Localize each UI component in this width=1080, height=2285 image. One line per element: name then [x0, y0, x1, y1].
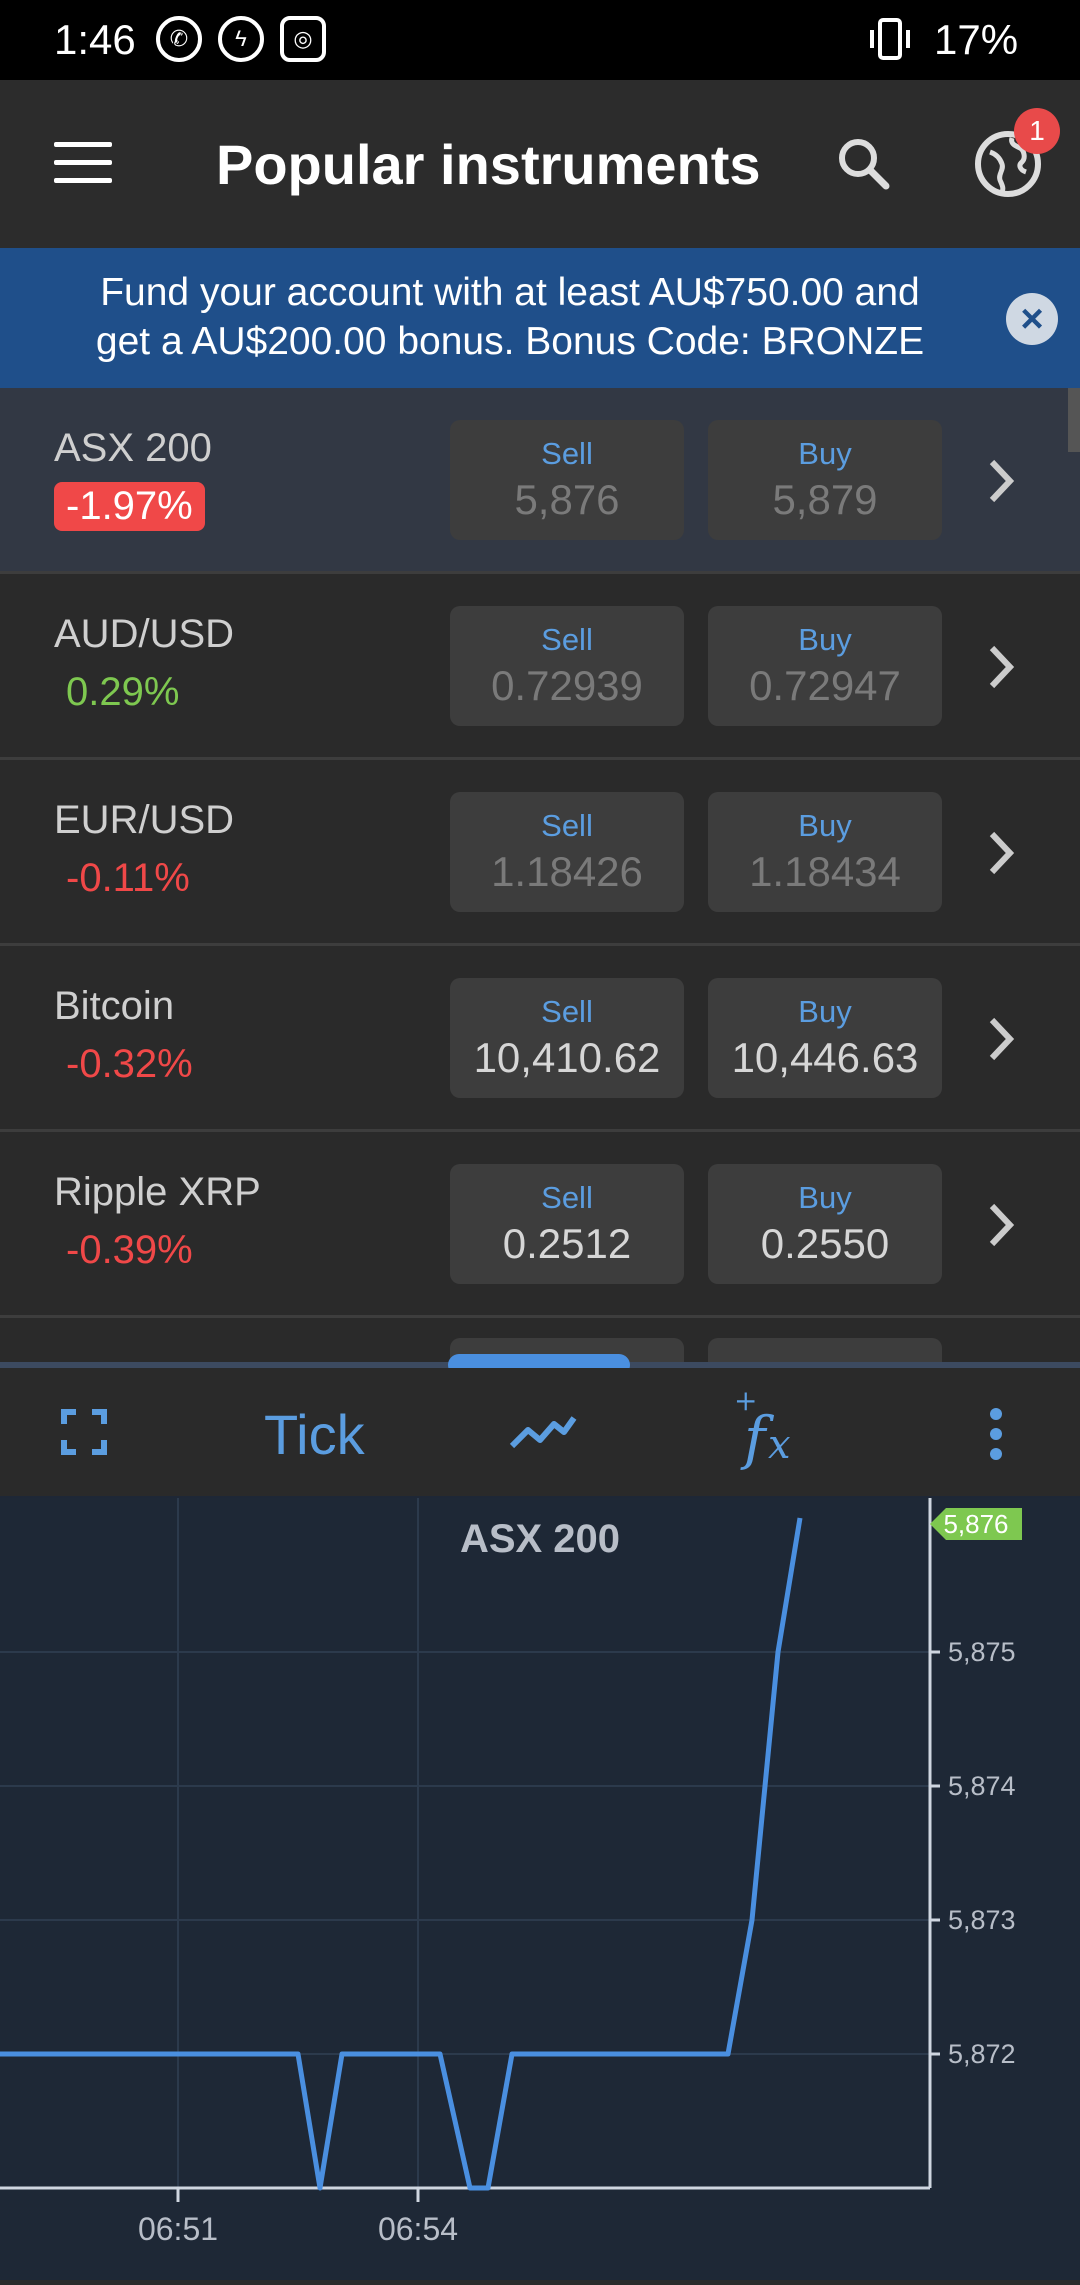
buy-price: 1.18434 — [749, 848, 901, 895]
price-tag-shape — [930, 1508, 1022, 1540]
change-badge: 0.29% — [66, 670, 180, 714]
chevron-right-icon[interactable] — [982, 640, 1022, 694]
y-tick-label: 5,875 — [948, 1637, 1016, 1667]
sell-price: 10,410.62 — [473, 1034, 661, 1081]
chart-toolbar: Tick + f x — [0, 1368, 1080, 1498]
banner-text-line2: get a AU$200.00 bonus. Bonus Code: BRONZ… — [95, 320, 925, 363]
instagram-icon: ◎ — [280, 16, 326, 62]
search-icon[interactable] — [834, 134, 894, 194]
sell-label: Sell — [541, 436, 593, 471]
buy-button[interactable]: Buy 0.2550 — [708, 1164, 942, 1284]
list-scrollbar[interactable] — [1068, 388, 1080, 452]
sell-button[interactable]: Sell 5,876 — [450, 420, 684, 540]
price-chart[interactable]: ASX 200 5,875 5,874 5,873 5,872 06:51 06:54 … — [0, 1498, 1080, 2280]
buy-button[interactable] — [708, 1338, 942, 1363]
messenger-icon: ϟ — [218, 16, 264, 62]
list-item[interactable]: Bitcoin -0.32% Sell 10,410.62 Buy 10,446… — [0, 946, 1080, 1132]
y-tick-label: 5,874 — [948, 1771, 1016, 1801]
sell-label: Sell — [541, 1180, 593, 1215]
chart-mode-button[interactable]: Tick — [264, 1403, 365, 1466]
line-chart-icon[interactable] — [508, 1406, 578, 1456]
instrument-name: Ripple XRP — [54, 1170, 261, 1214]
chart-grid — [0, 1498, 930, 2188]
bonus-banner: Fund your account with at least AU$750.0… — [0, 248, 1080, 388]
buy-label: Buy — [798, 808, 852, 843]
buy-label: Buy — [798, 994, 852, 1029]
y-tick-label: 5,872 — [948, 2039, 1016, 2069]
buy-label: Buy — [798, 1180, 852, 1215]
buy-price: 5,879 — [772, 476, 878, 523]
change-badge: -0.11% — [66, 856, 190, 900]
x-tick-label: 06:54 — [378, 2211, 458, 2247]
price-tag-label: 5,876 — [943, 1509, 1008, 1539]
sell-price: 5,876 — [514, 476, 620, 523]
chevron-right-icon[interactable] — [982, 1012, 1022, 1066]
buy-price: 10,446.63 — [731, 1034, 919, 1081]
buy-button[interactable]: Buy 1.18434 — [708, 792, 942, 912]
sell-price: 1.18426 — [491, 848, 643, 895]
menu-icon[interactable] — [54, 142, 112, 186]
status-time: 1:46 — [54, 16, 136, 63]
sell-button[interactable]: Sell 10,410.62 — [450, 978, 684, 1098]
notification-badge: 1 — [1014, 108, 1060, 154]
sell-button[interactable]: Sell 1.18426 — [450, 792, 684, 912]
y-tick-label: 5,873 — [948, 1905, 1016, 1935]
more-options-icon[interactable] — [986, 1406, 1006, 1462]
x-tick-label: 06:51 — [138, 2211, 218, 2247]
buy-price: 0.72947 — [749, 662, 901, 709]
whatsapp-icon: ✆ — [156, 16, 202, 62]
change-badge: -1.97% — [54, 482, 205, 531]
svg-text:x: x — [768, 1422, 791, 1468]
buy-price: 0.2550 — [760, 1220, 890, 1267]
current-price-tag: 5,876 — [930, 1508, 1022, 1540]
globe-icon[interactable] — [972, 128, 1044, 200]
change-badge: -0.39% — [66, 1228, 193, 1272]
status-bar: 1:46 ✆ ϟ ◎ 17% — [0, 0, 1080, 80]
sell-button[interactable]: Sell 0.72939 — [450, 606, 684, 726]
buy-button[interactable]: Buy 10,446.63 — [708, 978, 942, 1098]
instrument-name: ASX 200 — [54, 426, 212, 470]
list-item[interactable]: ASX 200 -1.97% Sell 5,876 Buy 5,879 — [0, 388, 1080, 574]
instrument-name: AUD/USD — [54, 612, 235, 656]
battery-level: 17% — [934, 16, 1019, 63]
list-item[interactable]: Ripple XRP -0.39% Sell 0.2512 Buy 0.2550 — [0, 1132, 1080, 1318]
close-icon[interactable]: × — [1006, 293, 1058, 345]
buy-button[interactable]: Buy 0.72947 — [708, 606, 942, 726]
indicators-icon[interactable]: + f x — [734, 1386, 804, 1472]
page-title: Popular instruments — [216, 133, 761, 196]
sell-button[interactable]: Sell 0.2512 — [450, 1164, 684, 1284]
banner-text-line1: Fund your account with at least AU$750.0… — [100, 271, 920, 314]
list-item[interactable]: EUR/USD -0.11% Sell 1.18426 Buy 1.18434 — [0, 760, 1080, 946]
instrument-name: EUR/USD — [54, 798, 235, 842]
fullscreen-icon[interactable] — [60, 1408, 108, 1456]
chevron-right-icon[interactable] — [982, 1198, 1022, 1252]
vibrate-icon — [870, 18, 910, 60]
buy-button[interactable]: Buy 5,879 — [708, 420, 942, 540]
sell-price: 0.2512 — [502, 1220, 632, 1267]
sell-label: Sell — [541, 994, 593, 1029]
app-bar: Popular instruments 1 — [0, 80, 1080, 248]
y-tick-labels: 5,875 5,874 5,873 5,872 — [930, 1637, 1016, 2069]
buy-label: Buy — [798, 436, 852, 471]
buy-label: Buy — [798, 622, 852, 657]
sell-price: 0.72939 — [491, 662, 643, 709]
chevron-right-icon[interactable] — [982, 454, 1022, 508]
instrument-list: ASX 200 -1.97% Sell 5,876 Buy 5,879 AUD/… — [0, 388, 1080, 1363]
change-badge: -0.32% — [66, 1042, 193, 1086]
list-item[interactable]: AUD/USD 0.29% Sell 0.72939 Buy 0.72947 — [0, 574, 1080, 760]
instrument-name: Bitcoin — [54, 984, 175, 1028]
sell-label: Sell — [541, 808, 593, 843]
x-tick-labels: 06:51 06:54 — [138, 2188, 458, 2247]
notification-icons: ✆ ϟ ◎ — [156, 16, 326, 62]
chart-title: ASX 200 — [460, 1517, 620, 1561]
series-line-asx-200 — [0, 1517, 803, 2191]
sell-label: Sell — [541, 622, 593, 657]
svg-text:+: + — [734, 1386, 757, 1417]
chevron-right-icon[interactable] — [982, 826, 1022, 880]
